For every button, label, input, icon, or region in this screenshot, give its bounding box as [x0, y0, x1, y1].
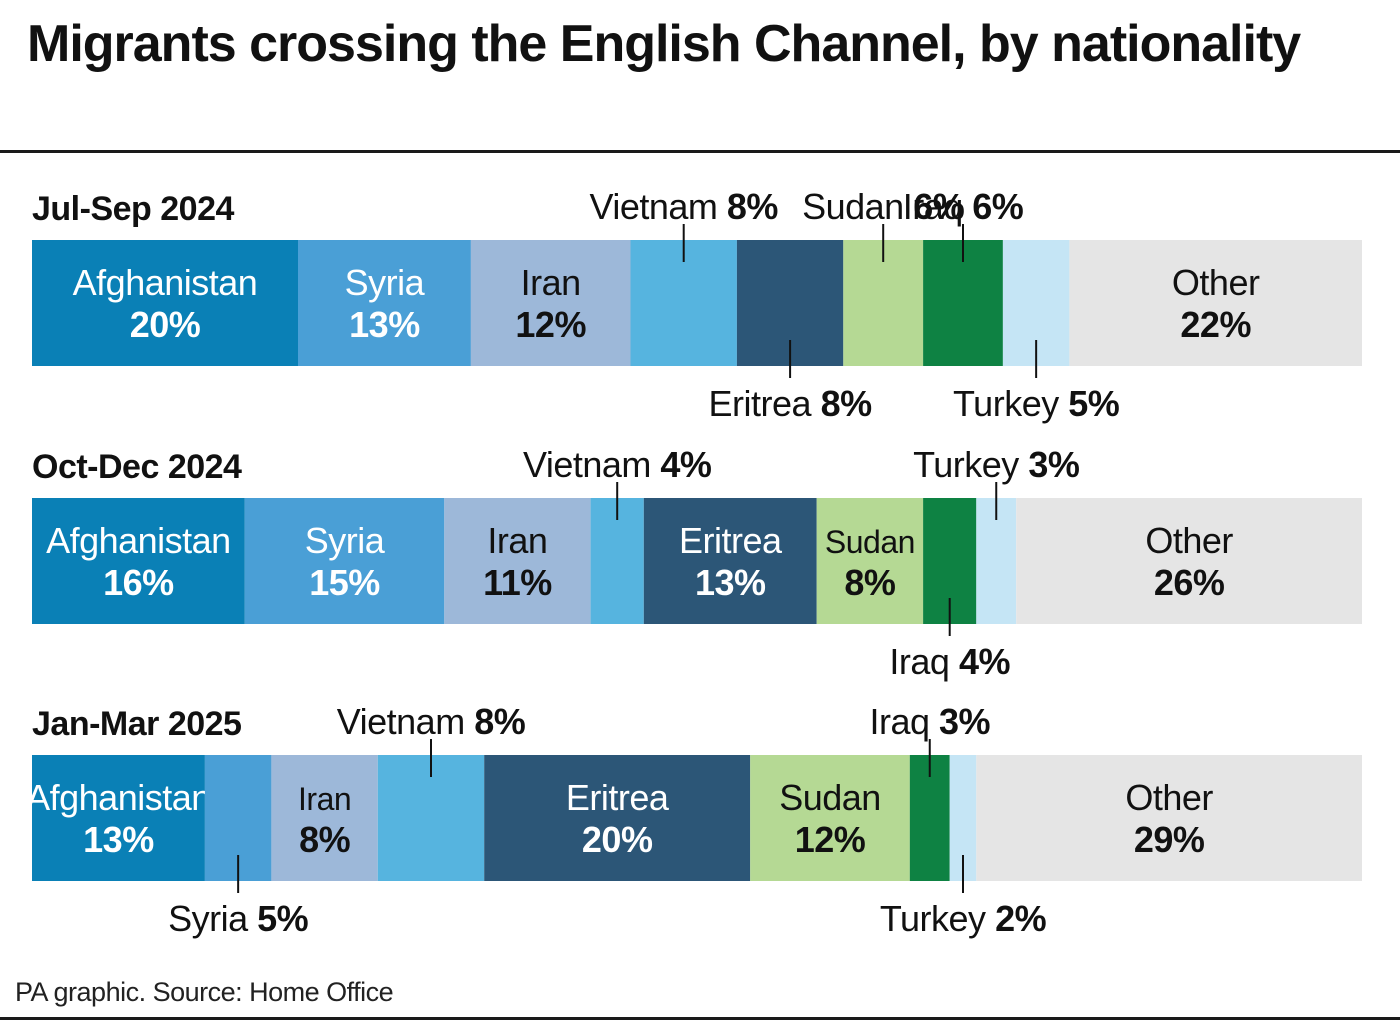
callout-label-jul-sep-2024-iraq: Iraq 6%: [903, 186, 1024, 227]
segment-value-jul-sep-2024-afghanistan: 20%: [130, 304, 201, 345]
callout-label-jul-sep-2024-vietnam: Vietnam 8%: [589, 186, 778, 227]
bar-segment-oct-dec-2024-other: [1016, 498, 1362, 624]
bar-segment-jul-sep-2024-iran: [470, 240, 631, 366]
segment-value-jul-sep-2024-iran: 12%: [515, 304, 586, 345]
callout-label-jul-sep-2024-turkey: Turkey 5%: [953, 383, 1120, 424]
segment-value-oct-dec-2024-eritrea: 13%: [695, 562, 766, 603]
bar-segment-oct-dec-2024-eritrea: [643, 498, 817, 624]
bar-segment-oct-dec-2024-sudan: [816, 498, 924, 624]
bar-segment-jul-sep-2024-other: [1069, 240, 1362, 366]
bar-segment-jul-sep-2024-afghanistan: [32, 240, 298, 366]
segment-name-jul-sep-2024-iran: Iran: [521, 262, 581, 303]
bar-segment-oct-dec-2024-iran: [444, 498, 591, 624]
callout-label-jan-mar-2025-iraq: Iraq 3%: [869, 701, 990, 742]
bar-segment-jul-sep-2024-syria: [298, 240, 471, 366]
segment-name-oct-dec-2024-syria: Syria: [305, 520, 386, 561]
panel-title-jul-sep-2024: Jul-Sep 2024: [32, 190, 234, 228]
bar-segment-oct-dec-2024-syria: [244, 498, 445, 624]
segment-name-jul-sep-2024-syria: Syria: [345, 262, 426, 303]
bar-segment-jan-mar-2025-eritrea: [484, 755, 751, 881]
segment-value-jan-mar-2025-sudan: 12%: [795, 819, 866, 860]
panel-title-jan-mar-2025: Jan-Mar 2025: [32, 705, 241, 743]
segment-name-jul-sep-2024-other: Other: [1172, 262, 1260, 303]
segment-name-oct-dec-2024-sudan: Sudan: [825, 524, 915, 560]
segment-value-jan-mar-2025-other: 29%: [1134, 819, 1205, 860]
segment-name-jan-mar-2025-afghanistan: Afghanistan: [26, 777, 211, 818]
callout-label-jan-mar-2025-vietnam: Vietnam 8%: [337, 701, 526, 742]
callout-label-jan-mar-2025-syria: Syria 5%: [168, 898, 309, 939]
segment-name-jul-sep-2024-afghanistan: Afghanistan: [73, 262, 258, 303]
segment-value-oct-dec-2024-syria: 15%: [309, 562, 380, 603]
segment-name-oct-dec-2024-eritrea: Eritrea: [679, 520, 783, 561]
bar-segment-jan-mar-2025-afghanistan: [32, 755, 205, 881]
segment-name-oct-dec-2024-iran: Iran: [487, 520, 547, 561]
chart-title: Migrants crossing the English Channel, b…: [27, 15, 1301, 73]
segment-name-jan-mar-2025-sudan: Sudan: [779, 777, 881, 818]
callout-label-oct-dec-2024-iraq: Iraq 4%: [889, 641, 1010, 682]
bar-segment-oct-dec-2024-afghanistan: [32, 498, 245, 624]
source-note: PA graphic. Source: Home Office: [15, 977, 394, 1007]
bottom-rule: [0, 1017, 1400, 1020]
bar-segment-jan-mar-2025-other: [976, 755, 1362, 881]
segment-value-jan-mar-2025-eritrea: 20%: [582, 819, 653, 860]
segment-value-oct-dec-2024-iran: 11%: [483, 562, 552, 603]
segment-value-oct-dec-2024-afghanistan: 16%: [103, 562, 174, 603]
callout-label-oct-dec-2024-vietnam: Vietnam 4%: [523, 444, 712, 485]
segment-value-jan-mar-2025-iran: 8%: [299, 819, 351, 860]
title-divider: [0, 150, 1400, 153]
panel-title-oct-dec-2024: Oct-Dec 2024: [32, 448, 242, 486]
segment-name-oct-dec-2024-afghanistan: Afghanistan: [46, 520, 231, 561]
bar-segment-jan-mar-2025-sudan: [750, 755, 910, 881]
segment-name-oct-dec-2024-other: Other: [1145, 520, 1233, 561]
callout-label-jul-sep-2024-eritrea: Eritrea 8%: [709, 383, 873, 424]
segment-name-jan-mar-2025-eritrea: Eritrea: [566, 777, 670, 818]
segment-value-jan-mar-2025-afghanistan: 13%: [83, 819, 154, 860]
segment-value-oct-dec-2024-sudan: 8%: [844, 562, 896, 603]
callout-label-oct-dec-2024-turkey: Turkey 3%: [913, 444, 1080, 485]
segment-name-jan-mar-2025-iran: Iran: [298, 781, 351, 817]
segment-value-jul-sep-2024-syria: 13%: [349, 304, 420, 345]
segment-name-jan-mar-2025-other: Other: [1125, 777, 1213, 818]
callout-label-jan-mar-2025-turkey: Turkey 2%: [880, 898, 1047, 939]
segment-value-jul-sep-2024-other: 22%: [1180, 304, 1251, 345]
callout-label-jul-sep-2024-sudan: Sudan 6%: [802, 186, 965, 227]
segment-value-oct-dec-2024-other: 26%: [1154, 562, 1225, 603]
bar-segment-jan-mar-2025-iran: [271, 755, 378, 881]
